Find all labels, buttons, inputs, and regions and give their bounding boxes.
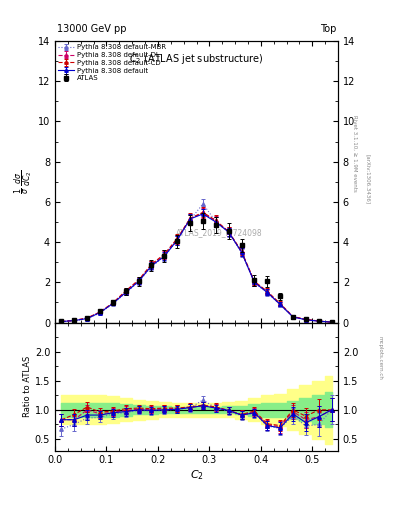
Text: ATLAS_2019_I1724098: ATLAS_2019_I1724098 [176, 228, 263, 237]
Text: Top: Top [320, 24, 336, 34]
Legend: Pythia 8.308 default-MBR, Pythia 8.308 default-DL, Pythia 8.308 default-CD, Pyth: Pythia 8.308 default-MBR, Pythia 8.308 d… [57, 43, 167, 83]
Text: [arXiv:1306.3436]: [arXiv:1306.3436] [365, 154, 371, 204]
Text: 13000 GeV pp: 13000 GeV pp [57, 24, 127, 34]
X-axis label: $C_2$: $C_2$ [189, 468, 204, 482]
Text: $C_2$ (ATLAS jet substructure): $C_2$ (ATLAS jet substructure) [129, 52, 264, 66]
Y-axis label: $\frac{1}{\sigma}\,\frac{d\sigma}{dC_2}$: $\frac{1}{\sigma}\,\frac{d\sigma}{dC_2}$ [12, 169, 35, 194]
Text: mcplots.cern.ch: mcplots.cern.ch [377, 336, 382, 380]
Y-axis label: Ratio to ATLAS: Ratio to ATLAS [23, 356, 32, 417]
Text: Rivet 3.1.10, ≥ 1.9M events: Rivet 3.1.10, ≥ 1.9M events [352, 115, 357, 192]
